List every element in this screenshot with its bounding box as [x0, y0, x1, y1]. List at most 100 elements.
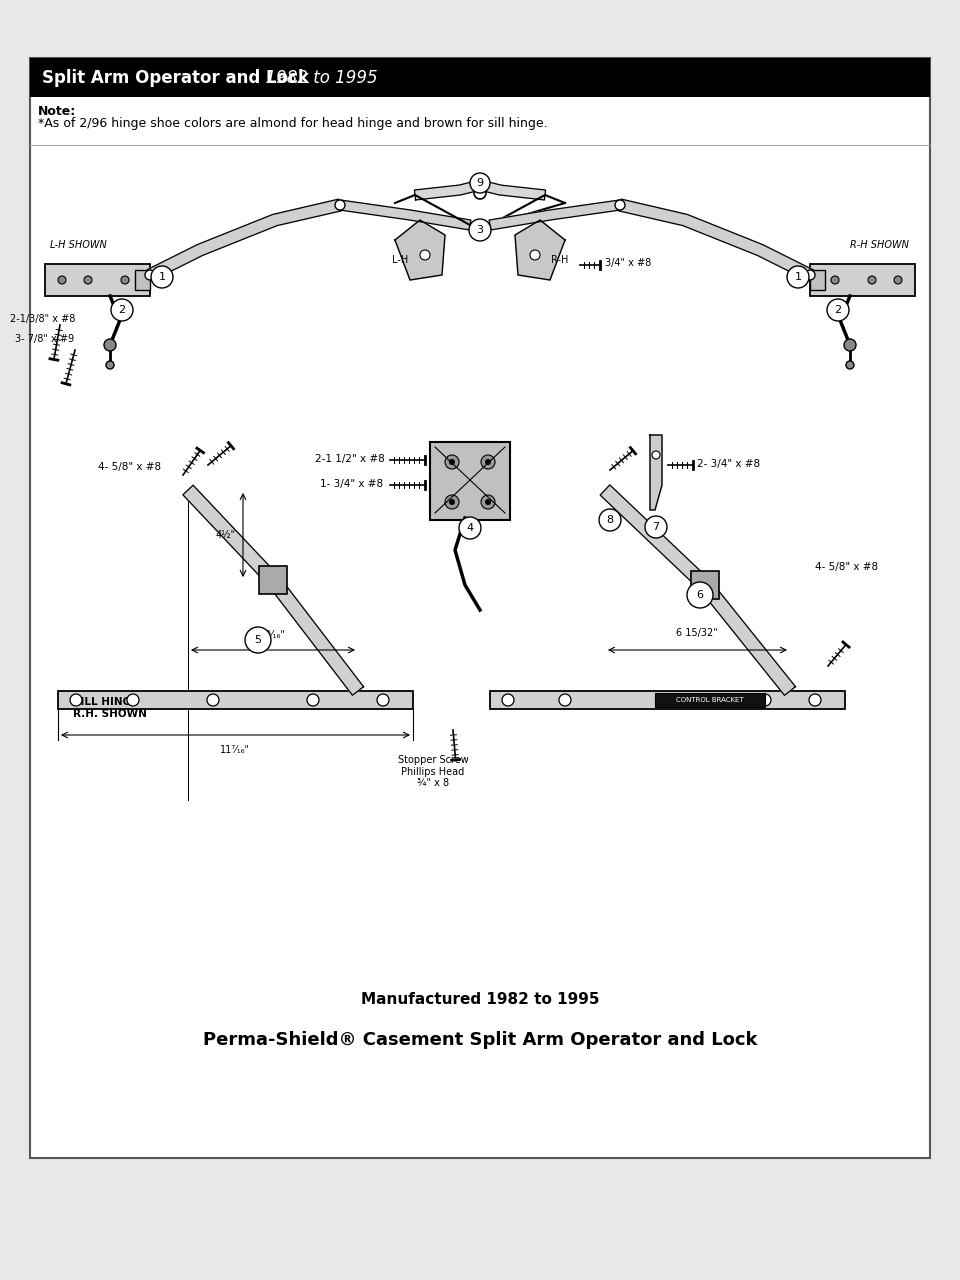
Circle shape [459, 517, 481, 539]
Circle shape [245, 627, 271, 653]
Bar [45, 264, 150, 296]
Text: 1982 to 1995: 1982 to 1995 [255, 69, 377, 87]
Circle shape [145, 270, 155, 280]
Circle shape [844, 339, 856, 351]
Polygon shape [147, 200, 342, 280]
Circle shape [335, 200, 345, 210]
Circle shape [615, 200, 625, 210]
Text: 6: 6 [697, 590, 704, 600]
Text: Note:: Note: [38, 105, 76, 118]
Circle shape [469, 219, 491, 241]
Text: 4- 5/8" x #8: 4- 5/8" x #8 [815, 562, 878, 572]
Circle shape [827, 300, 849, 321]
Polygon shape [515, 220, 565, 280]
Text: *As of 2/96 hinge shoe colors are almond for head hinge and brown for sill hinge: *As of 2/96 hinge shoe colors are almond… [38, 116, 547, 131]
Circle shape [687, 582, 713, 608]
Circle shape [846, 361, 854, 369]
Bar [259, 566, 287, 594]
Bar [58, 691, 413, 709]
Bar [490, 691, 845, 709]
Text: R-H SHOWN: R-H SHOWN [850, 241, 909, 250]
Polygon shape [479, 180, 545, 200]
Text: 7: 7 [653, 522, 660, 532]
Circle shape [530, 250, 540, 260]
Text: 2-1 1/2" x #8: 2-1 1/2" x #8 [315, 454, 385, 463]
Circle shape [445, 454, 459, 468]
Text: 6 15/32": 6 15/32" [676, 628, 718, 637]
Text: 9: 9 [476, 178, 484, 188]
Circle shape [831, 276, 839, 284]
Text: 3/4" x #8: 3/4" x #8 [605, 259, 651, 268]
Polygon shape [650, 435, 662, 509]
Polygon shape [339, 200, 470, 230]
Circle shape [559, 694, 571, 707]
Bar [810, 264, 915, 296]
Bar [430, 442, 510, 520]
Bar [30, 58, 930, 97]
Polygon shape [268, 576, 364, 695]
Circle shape [106, 361, 114, 369]
Text: SILL HINGE: SILL HINGE [73, 698, 138, 707]
Text: L-H SHOWN: L-H SHOWN [50, 241, 107, 250]
Circle shape [659, 694, 671, 707]
Circle shape [759, 694, 771, 707]
Polygon shape [618, 200, 813, 280]
Circle shape [787, 266, 809, 288]
Text: 4½": 4½" [216, 530, 236, 540]
Circle shape [377, 694, 389, 707]
Circle shape [104, 339, 116, 351]
Bar [135, 270, 150, 291]
Circle shape [599, 509, 621, 531]
Polygon shape [415, 180, 481, 200]
Text: 2-1/3/8" x #8: 2-1/3/8" x #8 [10, 314, 76, 324]
Polygon shape [700, 581, 796, 695]
Text: 1: 1 [795, 271, 802, 282]
Text: Stopper Screw
Phillips Head
¾" x 8: Stopper Screw Phillips Head ¾" x 8 [397, 755, 468, 788]
Text: 11⁷⁄₁₆": 11⁷⁄₁₆" [220, 745, 250, 755]
Circle shape [502, 694, 514, 707]
Circle shape [652, 451, 660, 460]
Text: 2: 2 [834, 305, 842, 315]
Text: Manufactured 1982 to 1995: Manufactured 1982 to 1995 [361, 992, 599, 1007]
Polygon shape [395, 220, 445, 280]
Text: Perma-Shield® Casement Split Arm Operator and Lock: Perma-Shield® Casement Split Arm Operato… [203, 1030, 757, 1050]
Circle shape [894, 276, 902, 284]
Text: 1- 3/4" x #8: 1- 3/4" x #8 [320, 479, 383, 489]
Circle shape [127, 694, 139, 707]
Polygon shape [490, 200, 621, 230]
Text: 4: 4 [467, 524, 473, 532]
Circle shape [809, 694, 821, 707]
Text: L-H: L-H [392, 255, 408, 265]
Text: CONTROL BRACKET: CONTROL BRACKET [676, 698, 744, 703]
Circle shape [868, 276, 876, 284]
Bar [655, 692, 765, 707]
Text: 3: 3 [476, 225, 484, 236]
Circle shape [805, 270, 815, 280]
Text: 6⁵⁄₁₆": 6⁵⁄₁₆" [261, 630, 285, 640]
Bar [691, 571, 719, 599]
Circle shape [470, 173, 490, 193]
Circle shape [445, 495, 459, 509]
Text: Split Arm Operator and Lock: Split Arm Operator and Lock [42, 69, 309, 87]
Text: 3- 7/8" x #9: 3- 7/8" x #9 [15, 334, 74, 344]
Circle shape [151, 266, 173, 288]
Circle shape [485, 460, 491, 465]
Circle shape [111, 300, 133, 321]
Bar [810, 270, 825, 291]
Text: R-H: R-H [551, 255, 568, 265]
Circle shape [84, 276, 92, 284]
Text: 4- 5/8" x #8: 4- 5/8" x #8 [98, 462, 161, 472]
Polygon shape [183, 485, 278, 585]
Text: 1: 1 [158, 271, 165, 282]
Circle shape [645, 516, 667, 538]
Text: 5: 5 [254, 635, 261, 645]
Circle shape [449, 499, 455, 506]
Circle shape [481, 495, 495, 509]
Polygon shape [600, 485, 709, 590]
Circle shape [307, 694, 319, 707]
Circle shape [207, 694, 219, 707]
Text: 2: 2 [118, 305, 126, 315]
Circle shape [58, 276, 66, 284]
Text: 2- 3/4" x #8: 2- 3/4" x #8 [697, 460, 760, 468]
FancyBboxPatch shape [30, 58, 930, 1158]
